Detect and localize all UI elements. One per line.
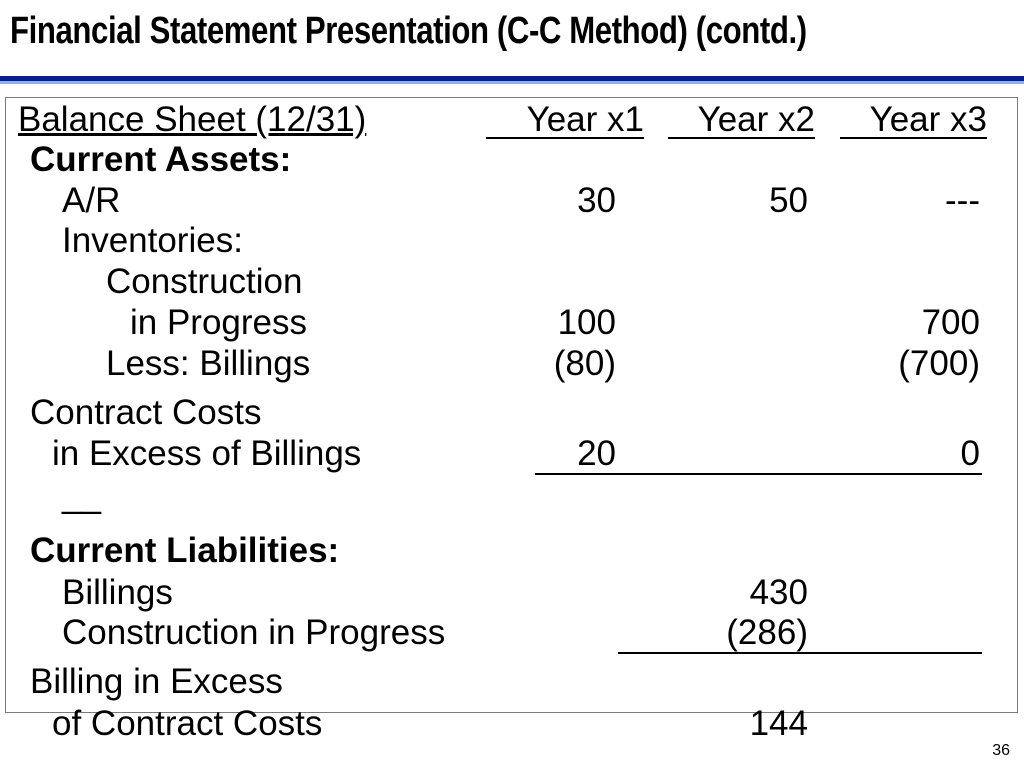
header-year-x1-underline bbox=[486, 137, 644, 139]
in-progress-value-x3: 700 bbox=[921, 303, 980, 342]
header-year-x2: Year x2 bbox=[697, 100, 815, 139]
ar-value-x1: 30 bbox=[577, 181, 616, 220]
header-year-x2-underline bbox=[668, 137, 815, 139]
billing-in-excess-label-1: Billing in Excess bbox=[30, 662, 283, 701]
current-assets-heading: Current Assets: bbox=[30, 140, 292, 179]
ar-value-x3: --- bbox=[945, 181, 980, 220]
balance-sheet-frame bbox=[5, 97, 1018, 713]
header-year-x3-underline bbox=[840, 137, 987, 139]
less-billings-value-x1: (80) bbox=[553, 344, 616, 383]
ar-value-x2: 50 bbox=[769, 181, 808, 220]
contract-costs-label-2: in Excess of Billings bbox=[52, 434, 362, 473]
current-liabilities-heading: Current Liabilities: bbox=[30, 531, 340, 570]
in-progress-label: in Progress bbox=[130, 303, 308, 342]
contract-costs-value-x3: 0 bbox=[960, 434, 980, 473]
construction-in-progress-value-x2: (286) bbox=[726, 613, 808, 652]
contract-costs-label-1: Contract Costs bbox=[30, 393, 262, 432]
header-year-x3: Year x3 bbox=[869, 100, 987, 139]
contract-costs-value-x1: 20 bbox=[577, 434, 616, 473]
balance-sheet-header: Balance Sheet (12/31) bbox=[18, 100, 367, 139]
header-year-x1: Year x1 bbox=[526, 100, 644, 139]
slide-title: Financial Statement Presentation (C-C Me… bbox=[10, 10, 807, 52]
title-rule-highlight bbox=[0, 81, 1024, 84]
separator-dash: __ bbox=[62, 476, 101, 515]
billing-in-excess-label-2: of Contract Costs bbox=[52, 704, 323, 743]
construction-in-progress-label: Construction in Progress bbox=[62, 613, 446, 652]
construction-label: Construction bbox=[106, 262, 303, 301]
page-number: 36 bbox=[992, 742, 1010, 759]
title-rule bbox=[0, 76, 1024, 81]
billings-label: Billings bbox=[62, 573, 173, 612]
ar-label: A/R bbox=[62, 181, 121, 220]
inventories-label: Inventories: bbox=[62, 221, 243, 260]
in-progress-value-x1: 100 bbox=[557, 303, 616, 342]
billing-in-excess-value-x2: 144 bbox=[749, 704, 808, 743]
less-billings-label: Less: Billings bbox=[106, 344, 311, 383]
less-billings-value-x3: (700) bbox=[898, 344, 980, 383]
liabilities-total-underline bbox=[618, 652, 982, 654]
billings-value-x2: 430 bbox=[749, 573, 808, 612]
contract-costs-total-underline bbox=[535, 473, 982, 475]
